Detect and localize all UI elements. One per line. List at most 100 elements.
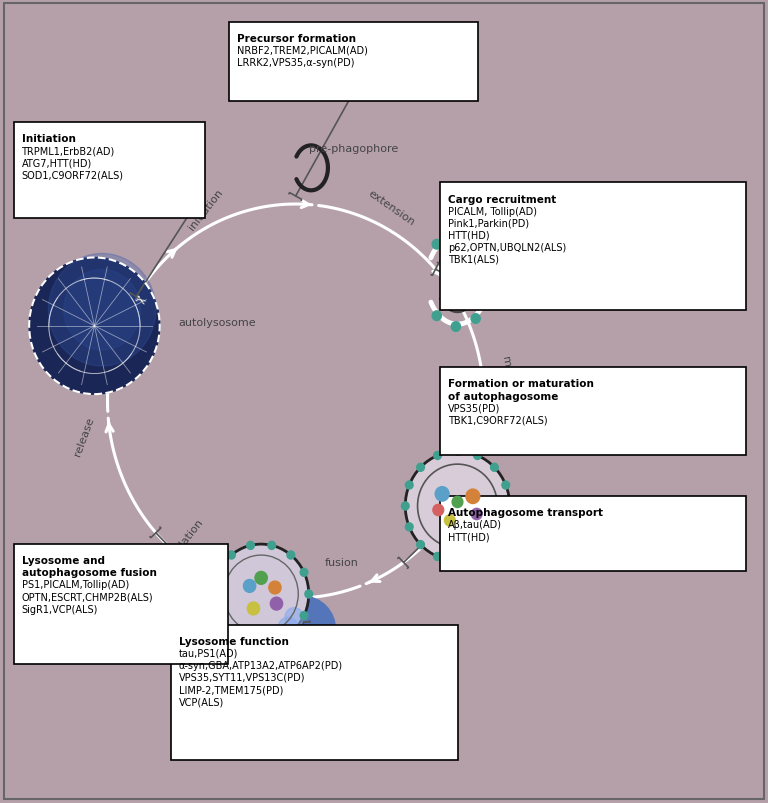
Circle shape [300,569,308,577]
Text: VPS35(PD): VPS35(PD) [448,403,500,413]
Circle shape [434,552,442,560]
Circle shape [466,490,480,504]
Text: LRRK2,VPS35,α-syn(PD): LRRK2,VPS35,α-syn(PD) [237,58,354,67]
Text: extension: extension [366,188,417,227]
Circle shape [471,238,480,247]
Circle shape [484,261,493,271]
Text: autophagosome: autophagosome [466,517,556,528]
Text: Lysosome function: Lysosome function [179,636,289,646]
FancyBboxPatch shape [229,22,478,102]
Text: Pink1,Parkin(PD): Pink1,Parkin(PD) [448,218,529,228]
Text: TBK1(ALS): TBK1(ALS) [448,255,498,264]
Text: Cargo recruitment: Cargo recruitment [448,194,556,204]
Circle shape [255,572,267,585]
Circle shape [227,552,235,560]
Text: TBK1,C9ORF72(ALS): TBK1,C9ORF72(ALS) [448,415,548,425]
Circle shape [210,590,217,598]
Circle shape [243,580,256,593]
Circle shape [287,552,295,560]
FancyBboxPatch shape [14,123,205,218]
Text: lysosome: lysosome [223,638,276,647]
Text: phagophore: phagophore [470,259,537,270]
Circle shape [434,452,442,460]
Text: autolysosome: autolysosome [178,317,256,328]
Circle shape [29,258,160,394]
Text: release: release [73,416,96,458]
Text: ATG7,HTT(HD): ATG7,HTT(HD) [22,158,91,168]
Circle shape [271,597,336,664]
Circle shape [300,612,308,620]
Circle shape [502,524,510,532]
Circle shape [285,608,303,627]
Text: maturation: maturation [500,355,521,418]
Circle shape [270,597,283,610]
Circle shape [502,482,510,490]
Text: VPS35,SYT11,VPS13C(PD): VPS35,SYT11,VPS13C(PD) [179,672,306,682]
Circle shape [455,258,468,271]
Circle shape [268,542,276,550]
Text: OPTN,ESCRT,CHMP2B(ALS): OPTN,ESCRT,CHMP2B(ALS) [22,592,153,601]
Text: tau,PS1(AD): tau,PS1(AD) [179,648,238,658]
Text: TRPML1,ErbB2(AD): TRPML1,ErbB2(AD) [22,146,114,156]
Circle shape [454,557,462,565]
FancyBboxPatch shape [171,625,458,760]
Circle shape [269,581,281,594]
Circle shape [214,569,222,577]
Circle shape [448,274,460,287]
Circle shape [484,291,493,300]
Text: Initiation: Initiation [22,134,75,144]
Text: fusion: fusion [325,557,359,567]
Text: autophagosome fusion: autophagosome fusion [22,568,157,577]
Circle shape [48,254,156,366]
Text: LIMP-2,TMEM175(PD): LIMP-2,TMEM175(PD) [179,684,283,694]
FancyBboxPatch shape [14,544,228,664]
Text: Autophagosome transport: Autophagosome transport [448,507,603,517]
Text: Lysosome and: Lysosome and [22,556,104,565]
Circle shape [506,503,514,511]
Text: SOD1,C9ORF72(ALS): SOD1,C9ORF72(ALS) [22,170,124,180]
Text: Formation or maturation: Formation or maturation [448,379,594,389]
Circle shape [287,629,295,637]
Circle shape [445,516,455,527]
Circle shape [305,590,313,598]
Circle shape [417,463,425,471]
Circle shape [452,322,461,332]
Circle shape [278,618,298,638]
Text: PICALM, Tollip(AD): PICALM, Tollip(AD) [448,206,537,216]
Circle shape [432,312,442,321]
Circle shape [474,452,482,460]
Circle shape [406,452,510,561]
Circle shape [402,503,409,511]
Text: SigR1,VCP(ALS): SigR1,VCP(ALS) [22,604,98,613]
Text: VCP(ALS): VCP(ALS) [179,696,224,706]
FancyBboxPatch shape [440,183,746,311]
Circle shape [263,604,336,681]
Text: degradation: degradation [155,517,205,577]
Text: Aβ,tau(AD): Aβ,tau(AD) [448,520,502,529]
Circle shape [214,544,309,644]
Circle shape [433,505,444,516]
Text: p62,OPTN,UBQLN2(ALS): p62,OPTN,UBQLN2(ALS) [448,243,566,252]
Circle shape [268,638,276,646]
Circle shape [406,482,413,490]
Circle shape [214,612,222,620]
Circle shape [406,524,413,532]
Circle shape [459,286,472,299]
Circle shape [435,487,449,502]
Text: pre-phagophore: pre-phagophore [309,144,398,153]
Text: ✂: ✂ [131,292,148,310]
Circle shape [491,541,498,549]
Circle shape [471,314,480,324]
Circle shape [432,240,442,250]
Circle shape [247,542,254,550]
Text: PS1,PICALM,Tollip(AD): PS1,PICALM,Tollip(AD) [22,580,129,589]
FancyBboxPatch shape [440,368,746,455]
Circle shape [227,629,235,637]
Circle shape [474,552,482,560]
Circle shape [472,509,482,520]
Text: of autophagosome: of autophagosome [448,391,558,401]
Circle shape [417,541,425,549]
Circle shape [452,497,463,508]
FancyBboxPatch shape [440,496,746,572]
Text: α-syn,GBA,ATP13A2,ATP6AP2(PD): α-syn,GBA,ATP13A2,ATP6AP2(PD) [179,660,343,670]
